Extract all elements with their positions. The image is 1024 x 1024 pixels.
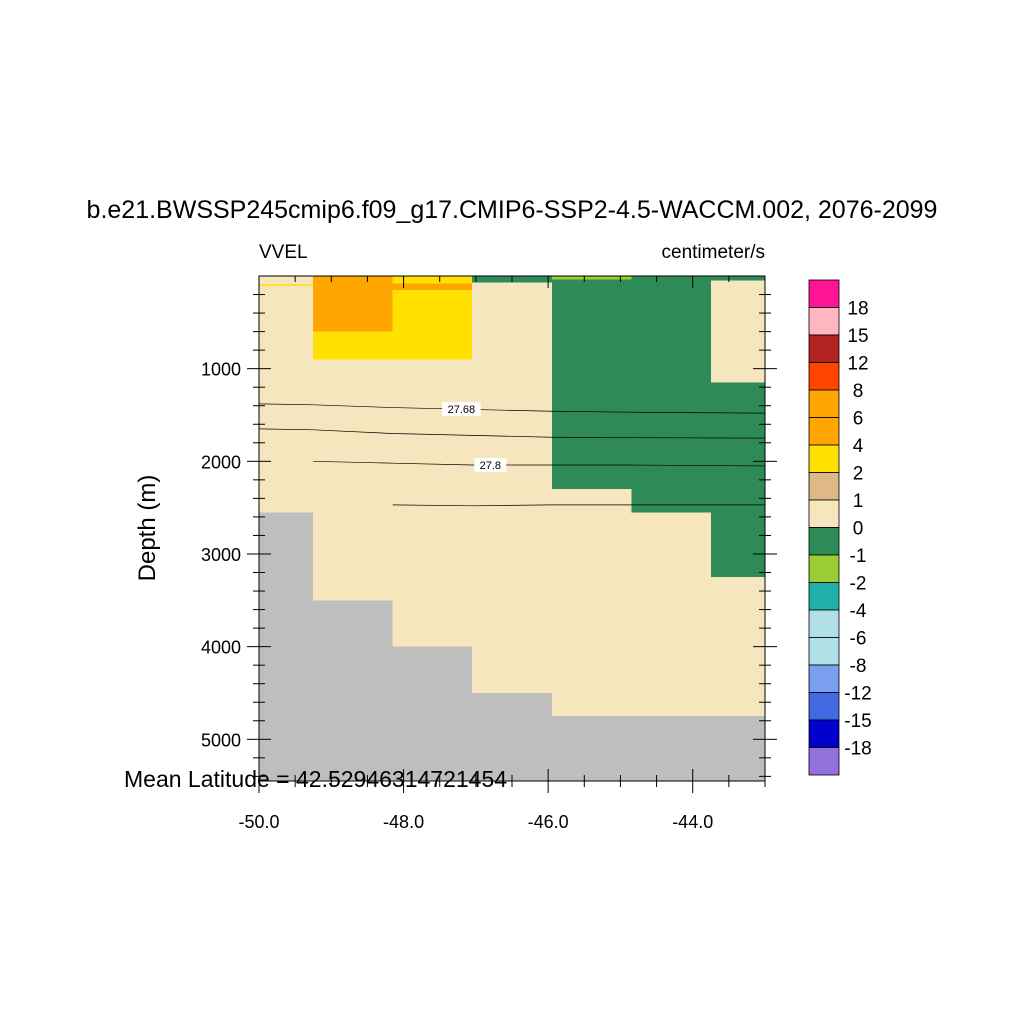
contour-label: 27.8 <box>480 460 501 472</box>
colorbar-label: -8 <box>850 656 867 677</box>
colorbar-swatch <box>808 307 840 336</box>
y-tick-label: 2000 <box>201 452 241 472</box>
colorbar-label: -12 <box>844 684 871 705</box>
colorbar-swatch <box>808 554 840 583</box>
data-cell <box>259 276 314 285</box>
colorbar-swatch <box>808 472 840 501</box>
land-mask-cell <box>392 646 473 781</box>
y-tick-labels: 1000 2000 3000 4000 5000 <box>201 360 241 751</box>
colorbar-label: 12 <box>847 354 868 375</box>
colorbar-label: 15 <box>847 326 868 347</box>
colorbar-label: -18 <box>844 739 871 760</box>
colorbar-swatch <box>808 747 840 776</box>
land-mask-cell <box>710 716 765 781</box>
y-tick-label: 4000 <box>201 638 241 658</box>
data-cell <box>551 276 632 280</box>
y-tick-label: 1000 <box>201 360 241 380</box>
data-cells <box>259 276 765 781</box>
colorbar-swatch <box>808 444 840 473</box>
colorbar: 18 15 12 8 6 4 2 1 0 -1 -2 -4 -6 -8 -12 -15 -18 <box>808 279 872 776</box>
colorbar-label: 18 <box>847 299 868 320</box>
y-tick-label: 3000 <box>201 545 241 565</box>
x-tick-label: -44.0 <box>672 812 713 832</box>
colorbar-swatch <box>808 664 840 693</box>
mean-latitude-footer: Mean Latitude = 42.52946314721454 <box>124 766 507 792</box>
colorbar-swatch <box>808 389 840 418</box>
data-cell <box>710 280 765 383</box>
x-tick-labels: -50.0 -48.0 -46.0 -44.0 <box>238 812 713 832</box>
colorbar-label: -6 <box>850 629 867 650</box>
data-cell <box>313 331 393 360</box>
data-cell <box>392 447 473 647</box>
colorbar-label: 6 <box>853 409 864 430</box>
colorbar-swatch <box>808 719 840 748</box>
data-cell <box>392 289 473 360</box>
y-axis-label: Depth (m) <box>134 475 161 582</box>
contour-line <box>313 460 766 467</box>
data-cell <box>710 276 765 281</box>
data-cell <box>551 489 632 717</box>
colorbar-label: 2 <box>853 464 864 485</box>
colorbar-swatch <box>808 499 840 528</box>
left-string: VVEL <box>259 242 308 263</box>
land-mask-cell <box>631 716 711 781</box>
colorbar-label: -15 <box>844 711 871 732</box>
colorbar-label: -1 <box>850 546 867 567</box>
axis-ticks <box>247 276 777 793</box>
colorbar-label: 1 <box>853 491 864 512</box>
data-cell <box>313 359 393 397</box>
colorbar-label: -2 <box>850 574 867 595</box>
colorbar-swatch <box>808 527 840 556</box>
data-cell <box>551 279 632 490</box>
contour-line <box>258 428 766 439</box>
colorbar-label: 8 <box>853 381 864 402</box>
colorbar-swatch <box>808 417 840 446</box>
x-tick-label: -46.0 <box>528 812 569 832</box>
data-cell <box>259 313 314 513</box>
contour-line <box>392 504 765 507</box>
contour-label-box <box>474 458 507 473</box>
contour-labels: 27.68 27.8 <box>442 402 507 473</box>
data-cell <box>392 276 473 284</box>
colorbar-swatch <box>808 362 840 391</box>
colorbar-swatch <box>808 582 840 611</box>
data-cell <box>631 512 711 717</box>
data-cell <box>710 382 765 578</box>
data-cell <box>313 276 393 332</box>
colorbar-swatch <box>808 334 840 363</box>
colorbar-label: 0 <box>853 519 864 540</box>
data-cell <box>259 284 314 287</box>
land-mask-cell <box>472 692 552 781</box>
x-tick-label: -48.0 <box>383 812 424 832</box>
colorbar-swatch <box>808 279 840 308</box>
y-tick-label: 5000 <box>201 730 241 750</box>
colorbar-label: 4 <box>853 436 864 457</box>
data-cell <box>313 396 393 601</box>
contour-label: 27.68 <box>448 404 476 416</box>
data-cell <box>631 276 711 513</box>
data-cell <box>472 282 552 693</box>
chart-title: b.e21.BWSSP245cmip6.f09_g17.CMIP6-SSP2-4… <box>87 196 938 224</box>
land-mask-cell <box>313 600 393 781</box>
right-string: centimeter/s <box>662 242 765 263</box>
land-mask-cell <box>551 716 632 781</box>
colorbar-swatch <box>808 692 840 721</box>
colorbar-swatch <box>808 609 840 638</box>
data-cell <box>259 286 314 314</box>
colorbar-label: -4 <box>850 601 867 622</box>
data-cell <box>392 283 473 290</box>
contour-label-box <box>442 402 481 417</box>
colorbar-swatch <box>808 637 840 666</box>
x-tick-label: -50.0 <box>238 812 279 832</box>
